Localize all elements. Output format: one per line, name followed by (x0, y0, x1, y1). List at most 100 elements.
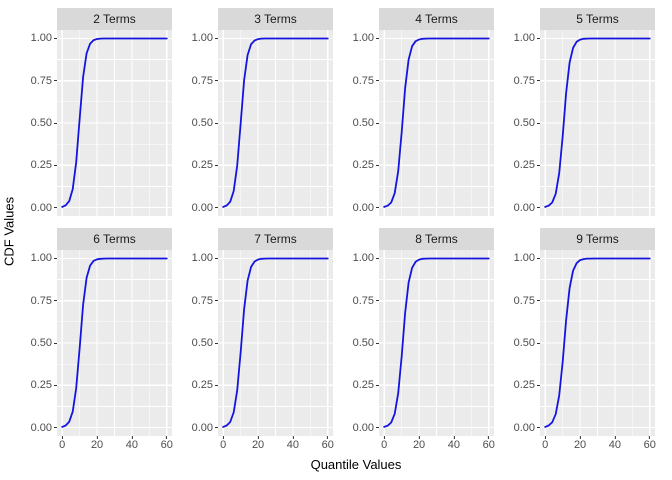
y-tick: 0.75 (514, 295, 540, 307)
y-tick: 0.75 (31, 75, 57, 87)
y-tick-label: 0.25 (30, 159, 52, 172)
x-axis: 0 20 40 60 (540, 436, 656, 454)
facet-6-terms: 6 Terms 0.00 0.25 0.50 0.75 1.00 0 20 40 60 (11, 228, 173, 454)
x-tick: 0 (381, 436, 387, 452)
tick-mark (215, 80, 218, 82)
facet-title: 7 Terms (254, 232, 297, 246)
tick-mark (537, 37, 540, 39)
x-tick: 40 (609, 436, 621, 452)
tick-mark (376, 300, 379, 302)
x-tick-label: 40 (608, 439, 622, 451)
cdf-curve (222, 37, 329, 208)
x-tick-label: 40 (447, 439, 461, 451)
x-tick: 0 (220, 436, 226, 452)
y-tick-label: 1.00 (30, 32, 52, 45)
y-tick: 0.50 (514, 117, 540, 129)
tick-mark (54, 384, 57, 386)
facet-title: 5 Terms (576, 12, 619, 26)
tick-mark (418, 436, 420, 439)
tick-mark (54, 427, 57, 429)
facet-4-terms: 4 Terms 0.00 0.25 0.50 0.75 1.00 (333, 8, 494, 216)
tick-mark (537, 164, 540, 166)
y-tick-label: 0.50 (30, 337, 52, 349)
y-axis: 0.00 0.25 0.50 0.75 1.00 (333, 250, 379, 436)
x-tick-label: 20 (90, 439, 104, 451)
y-tick: 0.25 (514, 159, 540, 171)
x-tick: 60 (322, 436, 334, 452)
y-tick-label: 0.75 (30, 74, 52, 87)
y-axis: 0.00 0.25 0.50 0.75 1.00 (11, 250, 57, 436)
facet-title: 4 Terms (415, 12, 458, 26)
tick-mark (488, 436, 490, 439)
facet-strip: 7 Terms (218, 228, 333, 250)
y-tick-label: 1.00 (513, 32, 535, 45)
y-tick: 0.50 (353, 117, 379, 129)
tick-mark (376, 122, 379, 124)
cdf-curve (61, 257, 168, 428)
facet-title: 9 Terms (576, 232, 619, 246)
tick-mark (215, 207, 218, 209)
y-tick-label: 0.50 (30, 117, 52, 129)
y-tick-label: 0.25 (513, 379, 535, 392)
y-axis: 0.00 0.25 0.50 0.75 1.00 (172, 250, 218, 436)
tick-mark (376, 37, 379, 39)
x-tick: 20 (91, 436, 103, 452)
tick-mark (537, 427, 540, 429)
facet-8-terms: 8 Terms 0.00 0.25 0.50 0.75 1.00 0 20 40 60 (333, 228, 495, 454)
y-tick-label: 0.50 (191, 337, 213, 349)
cdf-curve (544, 37, 651, 208)
y-axis: 0.00 0.25 0.50 0.75 1.00 (494, 30, 540, 216)
tick-mark (292, 436, 294, 439)
tick-mark (376, 342, 379, 344)
cdf-curve (222, 257, 329, 428)
tick-mark (649, 436, 651, 439)
y-axis: 0.00 0.25 0.50 0.75 1.00 (11, 30, 57, 216)
y-tick: 0.00 (31, 202, 57, 214)
facet-strip: 3 Terms (218, 8, 333, 30)
x-tick-label: 60 (643, 439, 656, 451)
tick-mark (215, 37, 218, 39)
y-tick-label: 1.00 (352, 32, 374, 45)
y-tick-label: 0.50 (352, 117, 374, 129)
y-tick: 0.00 (31, 422, 57, 434)
tick-mark (537, 122, 540, 124)
tick-mark (376, 257, 379, 259)
y-tick-label: 0.25 (352, 379, 374, 392)
x-tick: 0 (542, 436, 548, 452)
facet-grid: 2 Terms 0.00 0.25 0.50 0.75 1.00 3 Terms 0.0… (11, 8, 656, 454)
x-axis: 0 20 40 60 (57, 436, 173, 454)
tick-mark (61, 436, 63, 439)
y-tick: 0.75 (353, 75, 379, 87)
tick-mark (537, 257, 540, 259)
tick-mark (537, 384, 540, 386)
tick-mark (54, 80, 57, 82)
y-tick-label: 0.25 (352, 159, 374, 172)
x-tick: 60 (483, 436, 495, 452)
x-tick: 0 (59, 436, 65, 452)
tick-mark (215, 384, 218, 386)
y-tick: 0.25 (353, 159, 379, 171)
tick-mark (54, 300, 57, 302)
x-tick: 40 (126, 436, 138, 452)
facet-3-terms: 3 Terms 0.00 0.25 0.50 0.75 1.00 (172, 8, 333, 216)
tick-mark (257, 436, 259, 439)
tick-mark (376, 427, 379, 429)
y-tick-label: 0.00 (30, 201, 52, 214)
tick-mark (537, 342, 540, 344)
facet-7-terms: 7 Terms 0.00 0.25 0.50 0.75 1.00 0 20 40 60 (172, 228, 334, 454)
y-tick: 0.50 (31, 337, 57, 349)
y-tick: 0.00 (353, 202, 379, 214)
y-axis: 0.00 0.25 0.50 0.75 1.00 (494, 250, 540, 436)
y-tick: 0.75 (192, 295, 218, 307)
tick-mark (453, 436, 455, 439)
tick-mark (579, 436, 581, 439)
x-tick-label: 0 (542, 439, 549, 451)
facet-2-terms: 2 Terms 0.00 0.25 0.50 0.75 1.00 (11, 8, 172, 216)
y-tick: 1.00 (31, 32, 57, 44)
y-tick-label: 1.00 (30, 252, 52, 265)
tick-mark (327, 436, 329, 439)
y-tick-label: 0.25 (513, 159, 535, 172)
y-tick-label: 1.00 (191, 32, 213, 45)
y-tick: 0.25 (353, 379, 379, 391)
